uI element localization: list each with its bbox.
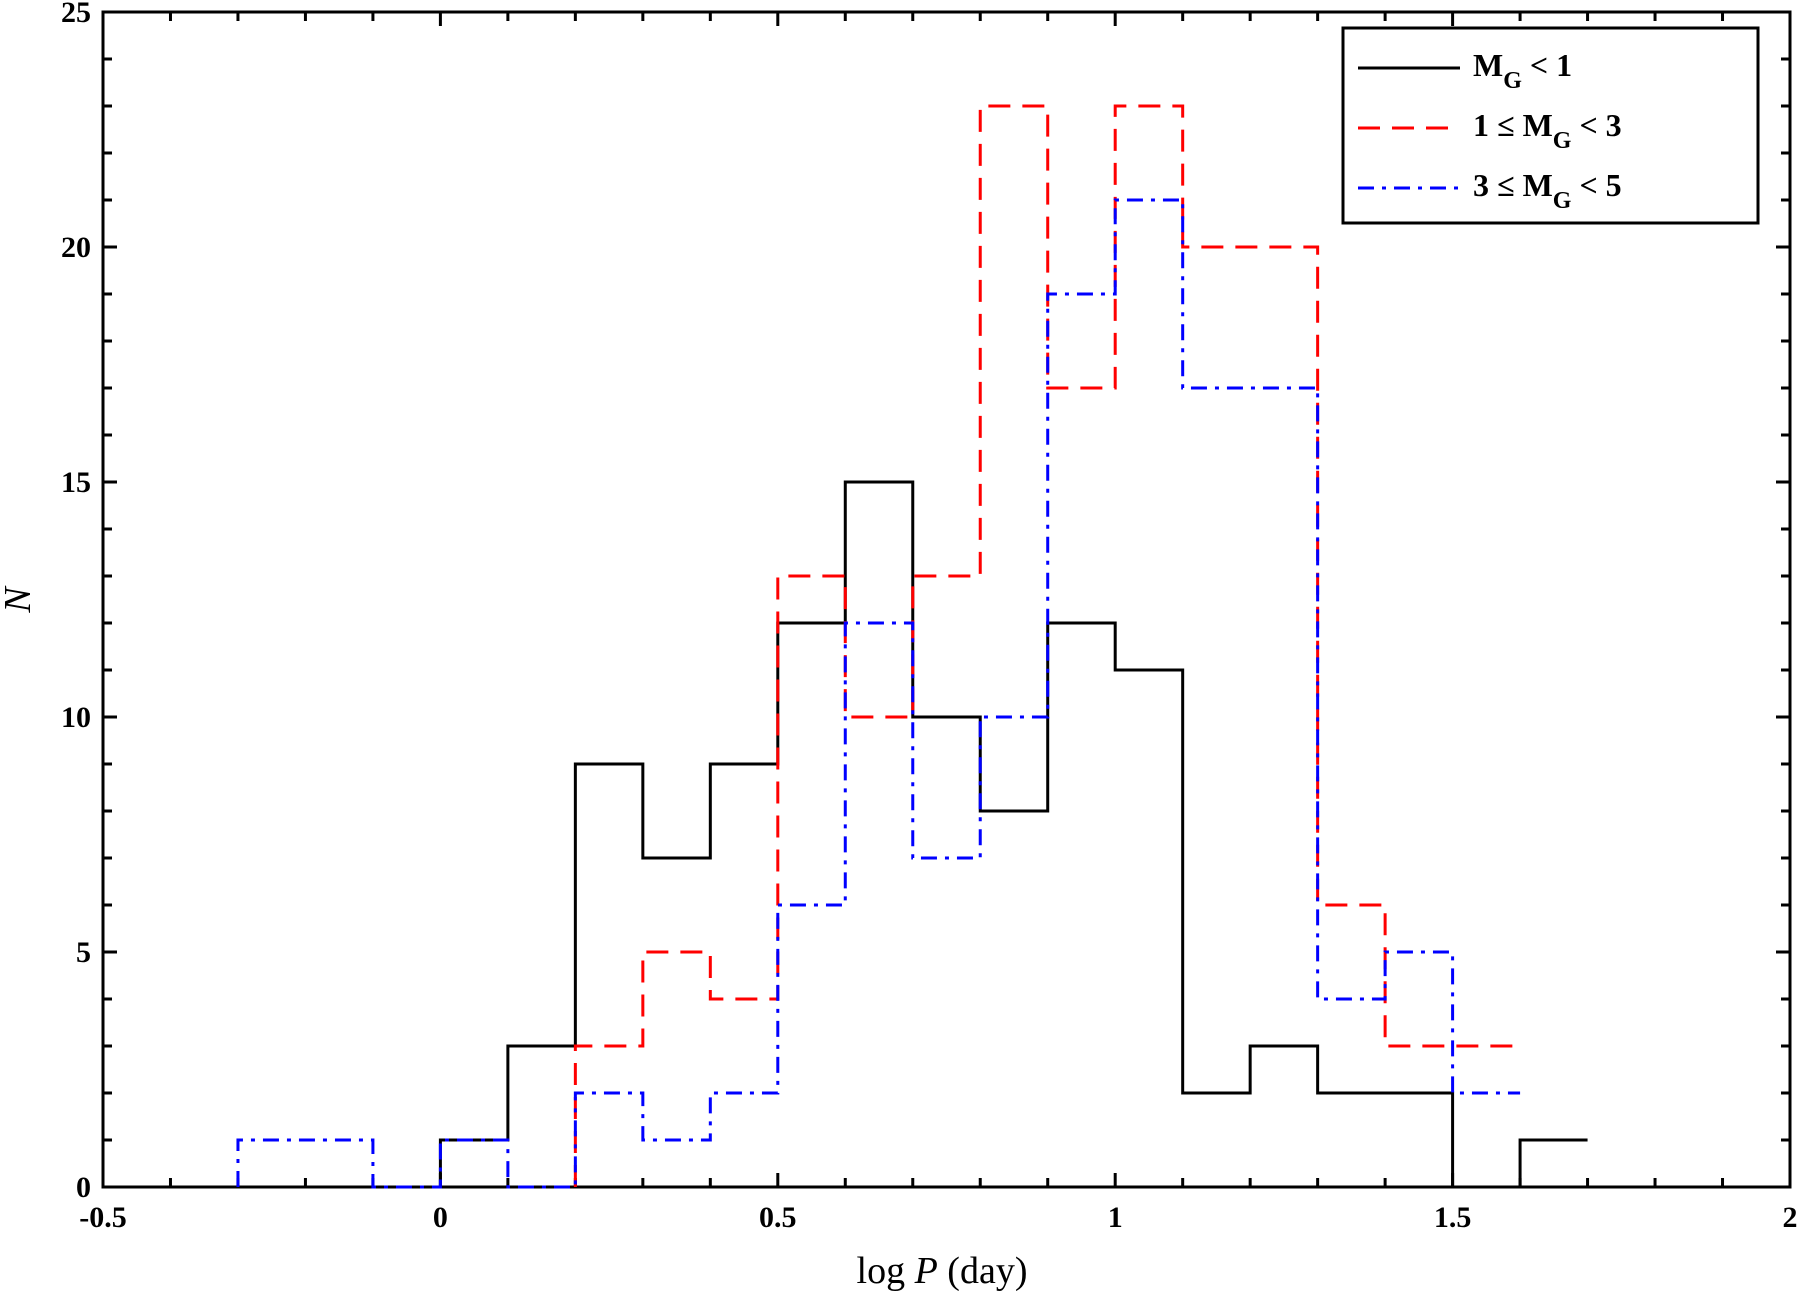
y-tick-label: 5 [76,936,91,969]
y-tick-label: 0 [76,1171,91,1204]
plot-border [101,10,1792,1189]
legend-label-1: 1 ≤ MG < 3 [1473,107,1622,154]
legend-label-2: 3 ≤ MG < 5 [1473,167,1622,214]
y-axis-label: N [0,585,39,614]
y-axis: 0 5 10 15 20 25 [61,0,1790,1204]
x-tick-label: -0.5 [79,1201,127,1234]
y-tick-label: 15 [61,466,91,499]
x-tick-label: 2 [1783,1201,1798,1234]
x-axis: -0.5 0 0.5 1 1.5 2 [79,12,1798,1234]
y-tick-label: 25 [61,0,91,29]
series-layer [236,104,1588,1189]
x-tick-label: 0 [433,1201,448,1234]
legend-label-0: MG < 1 [1473,47,1572,94]
x-tick-label: 1.5 [1434,1201,1472,1234]
series-line-1 [573,104,1521,1187]
series-line-2 [236,198,1521,1189]
x-axis-label: log P (day) [857,1250,1028,1291]
y-tick-label: 20 [61,231,91,264]
plot-frame [101,10,1792,1189]
legend-box [1341,26,1760,225]
series-line-0 [438,480,1588,1189]
x-tick-label: 1 [1108,1201,1123,1234]
y-tick-label: 10 [61,701,91,734]
x-tick-label: 0.5 [759,1201,797,1234]
legend: MG < 1 1 ≤ MG < 3 3 ≤ MG < 5 [1341,26,1760,225]
